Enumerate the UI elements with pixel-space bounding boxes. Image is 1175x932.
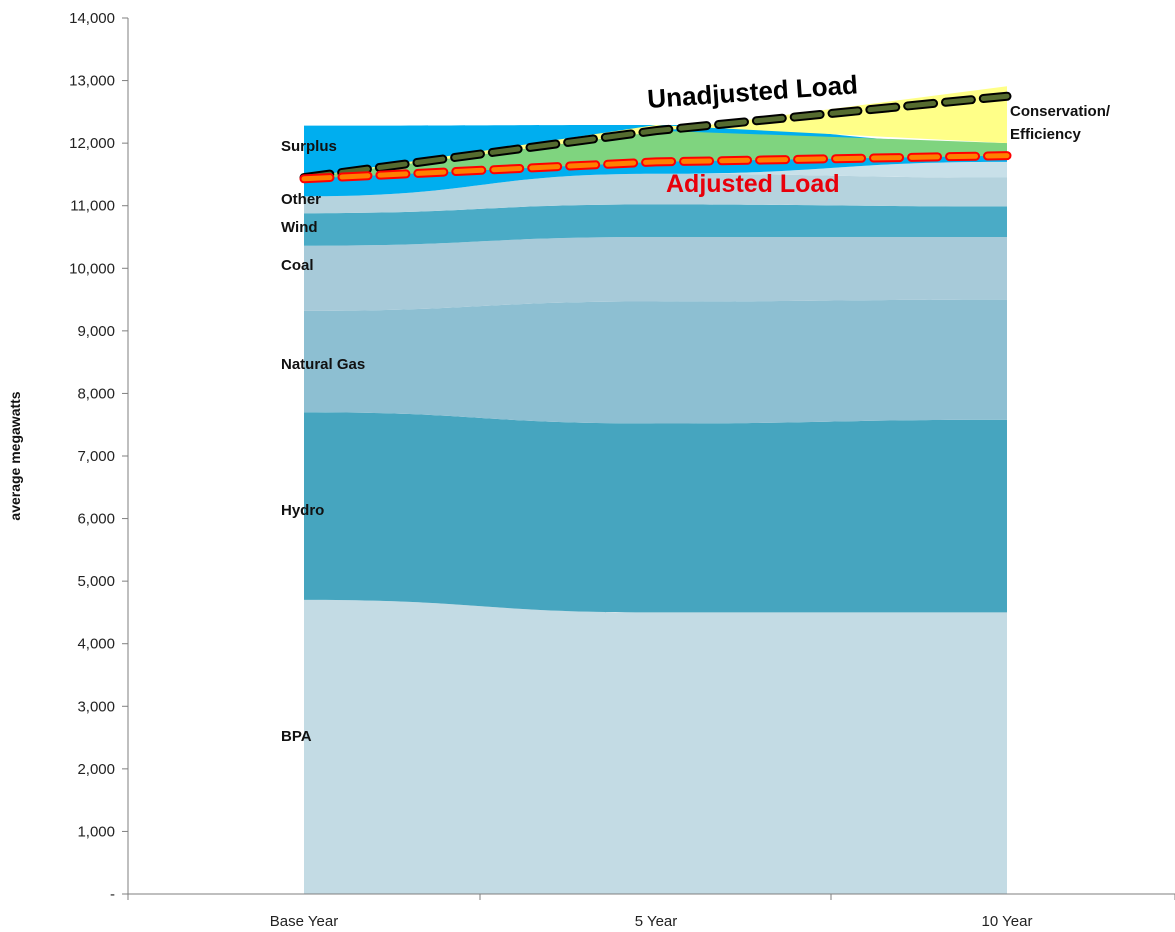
series-label-natural-gas: Natural Gas [281, 356, 365, 373]
series-label-hydro: Hydro [281, 502, 324, 519]
area-coal [304, 237, 1007, 311]
adjusted-load-line-inner [301, 153, 1010, 182]
y-tick-label: 5,000 [77, 573, 115, 590]
unadjusted-load-line-inner [301, 93, 1010, 181]
y-tick-label: 7,000 [77, 448, 115, 465]
unadjusted-load [299, 91, 1012, 183]
series-label-other: Other [281, 191, 321, 208]
area-band-6 [304, 161, 1007, 197]
y-tick-label: 8,000 [77, 385, 115, 402]
y-axis-title: average megawatts [7, 391, 23, 520]
series-label-bpa: BPA [281, 728, 312, 745]
y-tick-label: - [110, 886, 115, 903]
area-bpa [304, 599, 1007, 894]
unadjusted-load-label: Unadjusted Load [646, 69, 858, 114]
y-tick-label: 14,000 [69, 10, 115, 27]
series-label-wind: Wind [281, 219, 318, 236]
conservation-label-line: Conservation/ [1010, 103, 1111, 120]
area-natural-gas [304, 299, 1007, 424]
y-tick-label: 2,000 [77, 761, 115, 778]
y-tick-label: 4,000 [77, 636, 115, 653]
series-label-surplus: Surplus [281, 138, 337, 155]
x-tick-label: 10 Year [982, 913, 1033, 930]
y-tick-label: 1,000 [77, 823, 115, 840]
conservation-label-line: Efficiency [1010, 126, 1082, 143]
y-tick-label: 9,000 [77, 323, 115, 340]
y-axis: - 1,000 2,000 3,000 4,000 5,000 6,000 7,000 8,00… [69, 10, 129, 903]
x-tick-label: Base Year [270, 913, 338, 930]
series-label-coal: Coal [281, 257, 314, 274]
y-tick-label: 3,000 [77, 698, 115, 715]
adjusted-load [299, 151, 1012, 184]
y-tick-label: 6,000 [77, 511, 115, 528]
y-tick-label: 10,000 [69, 260, 115, 277]
y-tick-label: 11,000 [70, 198, 115, 215]
area-hydro [304, 412, 1007, 613]
y-tick-label: 13,000 [69, 73, 115, 90]
adjusted-load-label: Adjusted Load [666, 170, 840, 198]
area-other [304, 173, 1007, 214]
area-wind [304, 204, 1007, 246]
x-tick-label: 5 Year [635, 913, 678, 930]
stacked-areas [304, 124, 1007, 894]
x-axis: Base Year 5 Year 10 Year [127, 893, 1175, 930]
y-tick-label: 12,000 [69, 135, 115, 152]
